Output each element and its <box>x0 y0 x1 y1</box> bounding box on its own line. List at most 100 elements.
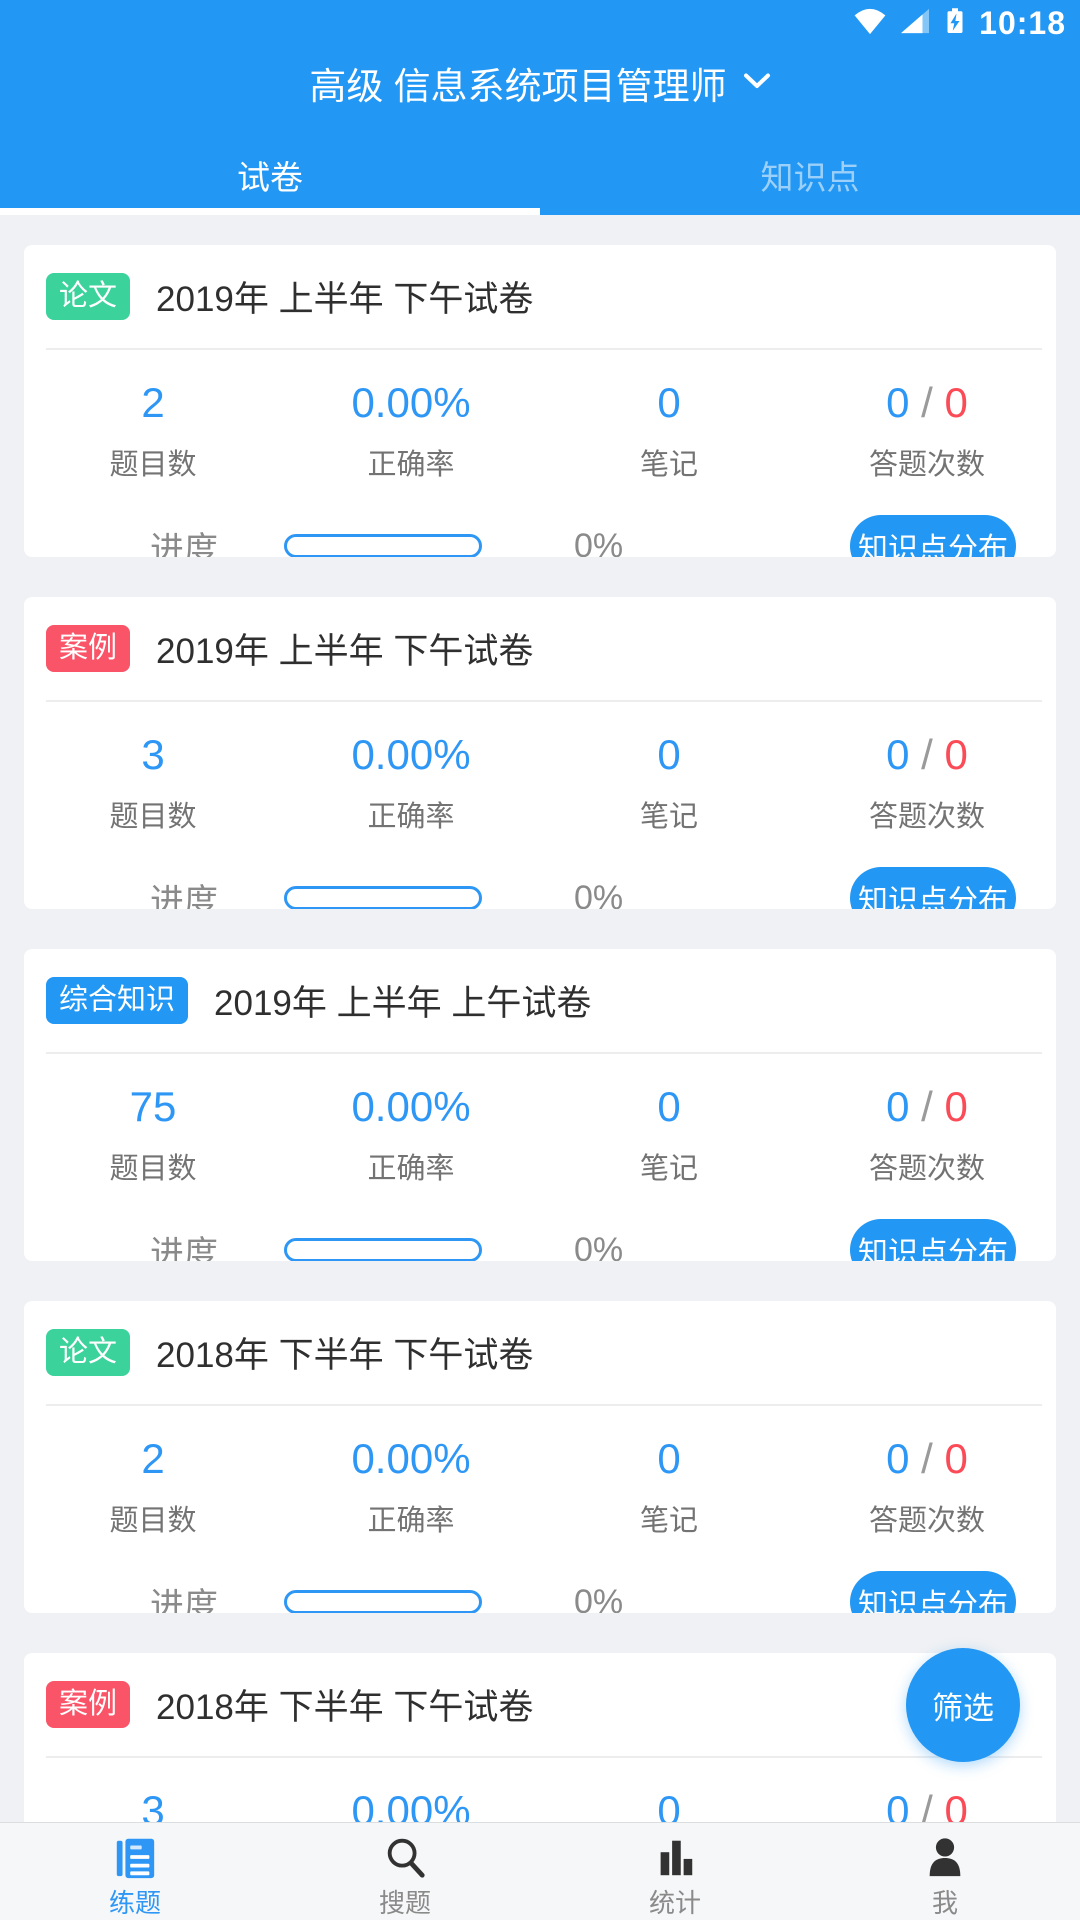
stat-accuracy: 0.00% 正确率 <box>282 378 540 483</box>
accuracy-label: 正确率 <box>367 1153 455 1185</box>
progress-bar <box>284 534 482 557</box>
exam-card[interactable]: 论文 2019年 上半年 下午试卷 2 题目数 0.00% 正确率 0 笔记 <box>24 245 1056 557</box>
page-title: 高级 信息系统项目管理师 <box>309 66 727 107</box>
attempts-label: 答题次数 <box>868 801 985 833</box>
stat-attempts: 0 / 0 答题次数 <box>798 1434 1056 1539</box>
attempts-done: 0 <box>886 1435 910 1482</box>
attempts-label: 答题次数 <box>868 449 985 481</box>
questions-value: 75 <box>129 1083 177 1130</box>
divider <box>46 1756 1042 1758</box>
divider <box>46 1404 1042 1406</box>
nav-item-statistics[interactable]: 统计 <box>540 1823 810 1920</box>
stat-questions: 2 题目数 <box>24 378 282 483</box>
accuracy-label: 正确率 <box>367 801 455 833</box>
questions-label: 题目数 <box>109 801 197 833</box>
progress-label: 进度 <box>150 530 218 558</box>
exam-title: 2018年 下半年 下午试卷 <box>156 1688 534 1727</box>
knowledge-distribution-button[interactable]: 知识点分布 <box>850 867 1016 909</box>
stat-questions: 2 题目数 <box>24 1434 282 1539</box>
questions-value: 2 <box>141 379 165 426</box>
attempts-label: 答题次数 <box>868 1153 985 1185</box>
notes-value: 0 <box>657 731 681 778</box>
stat-notes: 0 笔记 <box>540 1082 798 1187</box>
progress-percent: 0% <box>574 1582 624 1614</box>
attempts-done: 0 <box>886 731 910 778</box>
bottom-nav: 练题 搜题 统计 <box>0 1822 1080 1920</box>
notes-value: 0 <box>657 379 681 426</box>
stat-attempts: 0 / 0 答题次数 <box>798 378 1056 483</box>
chevron-down-icon <box>743 72 771 95</box>
exam-card-header: 论文 2019年 上半年 下午试卷 <box>24 245 1056 322</box>
questions-value: 3 <box>141 731 165 778</box>
notes-label: 笔记 <box>639 801 698 833</box>
stat-questions: 75 题目数 <box>24 1082 282 1187</box>
attempts-done: 0 <box>886 379 910 426</box>
attempts-separator: / <box>921 1787 945 1834</box>
accuracy-value: 0.00% <box>351 379 471 426</box>
nav-item-search[interactable]: 搜题 <box>270 1823 540 1920</box>
book-icon <box>111 1833 159 1881</box>
battery-charging-icon <box>943 3 967 44</box>
nav-item-practice[interactable]: 练题 <box>0 1823 270 1920</box>
tab-knowledge-points[interactable]: 知识点 <box>760 159 860 196</box>
search-icon <box>381 1833 429 1881</box>
status-time: 10:18 <box>979 4 1066 41</box>
wifi-icon <box>853 7 887 40</box>
attempts-done: 0 <box>886 1083 910 1130</box>
exam-type-badge: 案例 <box>46 1681 131 1728</box>
accuracy-label: 正确率 <box>367 449 455 481</box>
attempts-value: 0 / 0 <box>798 378 1056 428</box>
progress-bar <box>284 1590 482 1613</box>
exam-type-badge: 论文 <box>46 273 131 320</box>
exam-title: 2019年 上半年 下午试卷 <box>156 280 534 319</box>
progress-label: 进度 <box>150 1586 218 1614</box>
stat-questions: 3 题目数 <box>24 730 282 835</box>
knowledge-distribution-button[interactable]: 知识点分布 <box>850 1571 1016 1613</box>
divider <box>46 700 1042 702</box>
stat-attempts: 0 / 0 答题次数 <box>798 730 1056 835</box>
attempts-total: 0 <box>944 1435 968 1482</box>
exam-card[interactable]: 论文 2018年 下半年 下午试卷 2 题目数 0.00% 正确率 0 笔记 <box>24 1301 1056 1613</box>
exam-title: 2019年 上半年 下午试卷 <box>156 632 534 671</box>
exam-title: 2018年 下半年 下午试卷 <box>156 1336 534 1375</box>
notes-label: 笔记 <box>639 1153 698 1185</box>
tab-exams[interactable]: 试卷 <box>237 159 303 196</box>
exam-card-header: 综合知识 2019年 上半年 上午试卷 <box>24 949 1056 1026</box>
attempts-value: 0 / 0 <box>798 1082 1056 1132</box>
exam-card-list: 论文 2019年 上半年 下午试卷 2 题目数 0.00% 正确率 0 笔记 <box>0 215 1080 1920</box>
attempts-separator: / <box>921 1435 945 1482</box>
nav-label: 练题 <box>108 1888 161 1918</box>
exam-card[interactable]: 综合知识 2019年 上半年 上午试卷 75 题目数 0.00% 正确率 0 笔… <box>24 949 1056 1261</box>
progress-percent: 0% <box>574 878 624 910</box>
stat-notes: 0 笔记 <box>540 378 798 483</box>
nav-label: 统计 <box>648 1888 701 1918</box>
questions-value: 2 <box>141 1435 165 1482</box>
stat-accuracy: 0.00% 正确率 <box>282 1434 540 1539</box>
exam-card[interactable]: 案例 2019年 上半年 下午试卷 3 题目数 0.00% 正确率 0 笔记 <box>24 597 1056 909</box>
progress-percent: 0% <box>574 526 624 558</box>
attempts-value: 0 / 0 <box>798 1434 1056 1484</box>
questions-label: 题目数 <box>109 1505 197 1537</box>
exam-type-badge: 综合知识 <box>46 977 189 1024</box>
app-header: 10:18 高级 信息系统项目管理师 试卷 知识点 <box>0 0 1080 215</box>
status-bar: 10:18 <box>853 0 1066 46</box>
course-selector[interactable]: 高级 信息系统项目管理师 <box>0 56 1080 110</box>
progress-bar <box>284 886 482 909</box>
progress-row: 进度 0% 知识点分布 <box>24 1219 1056 1261</box>
notes-label: 笔记 <box>639 449 698 481</box>
accuracy-value: 0.00% <box>351 1435 471 1482</box>
exam-stats-row: 2 题目数 0.00% 正确率 0 笔记 0 / 0 <box>24 1434 1056 1539</box>
filter-fab[interactable]: 筛选 <box>906 1648 1020 1762</box>
notes-value: 0 <box>657 1083 681 1130</box>
exam-stats-row: 2 题目数 0.00% 正确率 0 笔记 0 / 0 <box>24 378 1056 483</box>
nav-item-profile[interactable]: 我 <box>810 1823 1080 1920</box>
progress-row: 进度 0% 知识点分布 <box>24 1571 1056 1613</box>
attempts-label: 答题次数 <box>868 1505 985 1537</box>
progress-percent: 0% <box>574 1230 624 1262</box>
exam-stats-row: 75 题目数 0.00% 正确率 0 笔记 0 / 0 <box>24 1082 1056 1187</box>
stat-attempts: 0 / 0 答题次数 <box>798 1082 1056 1187</box>
stats-icon <box>651 1833 699 1881</box>
knowledge-distribution-button[interactable]: 知识点分布 <box>850 515 1016 557</box>
knowledge-distribution-button[interactable]: 知识点分布 <box>850 1219 1016 1261</box>
notes-label: 笔记 <box>639 1505 698 1537</box>
